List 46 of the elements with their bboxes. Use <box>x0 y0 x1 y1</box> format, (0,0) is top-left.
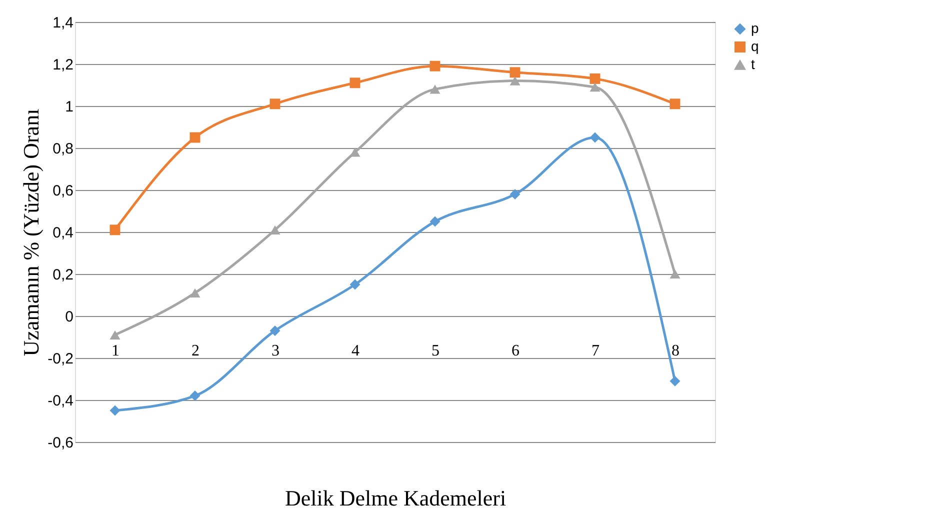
point <box>190 390 200 402</box>
point <box>670 269 680 279</box>
y-tick-label: 0,8 <box>52 140 74 158</box>
y-tick-label: 0,2 <box>52 266 74 284</box>
y-tick-label: -0,2 <box>48 350 74 368</box>
point <box>510 67 520 78</box>
point <box>270 98 280 110</box>
point <box>430 60 440 72</box>
legend-label: q <box>751 38 759 54</box>
x-tick-label: 8 <box>672 342 680 360</box>
x-tick-label: 6 <box>512 342 520 360</box>
x-axis-title: Delik Delme Kademeleri <box>284 486 506 510</box>
x-tick-label: 2 <box>192 342 200 360</box>
point <box>670 98 680 110</box>
y-tick-label: 1,2 <box>52 56 74 74</box>
point <box>190 288 200 298</box>
point <box>110 330 120 340</box>
y-tick-label: 0 <box>65 308 74 326</box>
point <box>510 188 520 200</box>
y-tick-label: 1 <box>65 98 74 116</box>
y-tick-label: -0,4 <box>48 392 74 410</box>
point <box>270 325 280 336</box>
point <box>110 405 120 416</box>
point <box>430 84 440 94</box>
x-tick-label: 4 <box>352 342 360 360</box>
point <box>590 82 600 92</box>
point <box>110 224 120 236</box>
y-tick-label: 0,6 <box>52 182 74 200</box>
point <box>590 73 600 84</box>
y-tick-label: 1,4 <box>52 14 74 32</box>
point <box>350 78 360 88</box>
point <box>510 76 520 86</box>
legend-label: t <box>751 56 755 72</box>
y-axis-title: Uzamanın % (Yüzde) Oranı <box>18 108 44 356</box>
point <box>670 376 680 386</box>
point <box>190 132 200 143</box>
y-tick-label: 0,4 <box>52 224 74 242</box>
y-tick-label: -0,6 <box>48 434 74 452</box>
x-tick-label: 3 <box>272 342 280 360</box>
legend-label: p <box>751 20 759 36</box>
point <box>590 132 600 143</box>
x-tick-label: 5 <box>432 342 440 360</box>
point <box>350 279 360 290</box>
x-tick-label: 1 <box>112 342 120 360</box>
point <box>430 216 440 227</box>
x-tick-label: 7 <box>592 342 600 360</box>
